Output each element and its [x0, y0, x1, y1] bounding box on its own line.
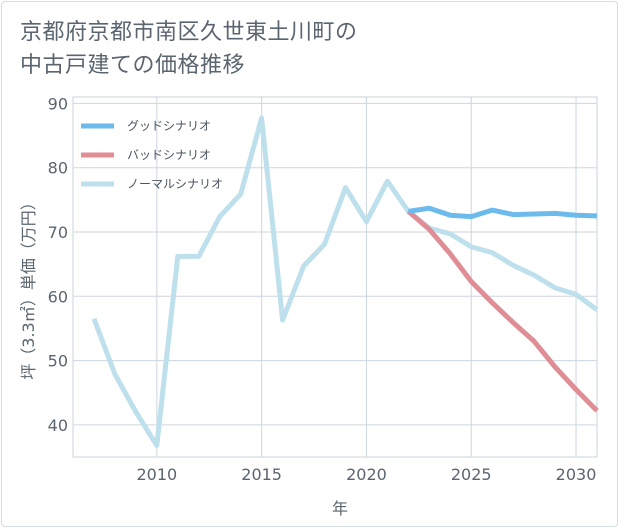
- chart-title: 京都府京都市南区久世東土川町の 中古戸建ての価格推移: [20, 16, 600, 82]
- y-tick-label: 90: [48, 94, 68, 113]
- y-tick-label: 50: [48, 352, 68, 371]
- chart-title-line-1: 京都府京都市南区久世東土川町の: [20, 20, 358, 45]
- grid: [72, 96, 598, 458]
- legend-label-0: グッドシナリオ: [127, 119, 211, 133]
- x-tick-label: 2015: [241, 465, 282, 484]
- legend-label-2: ノーマルシナリオ: [127, 177, 223, 191]
- series-line-2: [91, 115, 599, 448]
- x-axis-title: 年: [332, 499, 348, 518]
- y-tick-label: 70: [48, 223, 68, 242]
- x-tick-label: 2030: [556, 465, 597, 484]
- legend-label-1: バッドシナリオ: [127, 148, 211, 162]
- x-tick-label: 2020: [346, 465, 387, 484]
- x-tick-label: 2025: [451, 465, 492, 484]
- plot-area: [72, 96, 598, 458]
- y-axis-title: 坪（3.3㎡）単価（万円）: [19, 194, 38, 379]
- y-tick-label: 60: [48, 287, 68, 306]
- y-tick-label: 40: [48, 416, 68, 435]
- y-tick-label: 80: [48, 159, 68, 178]
- series-lines: [91, 115, 599, 448]
- series-line-1: [406, 209, 599, 413]
- chart-title-line-2: 中古戸建ての価格推移: [20, 53, 246, 78]
- x-tick-label: 2010: [136, 465, 177, 484]
- series-line-0: [408, 205, 598, 220]
- axes: 40 50 60 70 80 90 2010 2015 2020 2025 2030 年 坪（3.3㎡）…: [19, 94, 596, 518]
